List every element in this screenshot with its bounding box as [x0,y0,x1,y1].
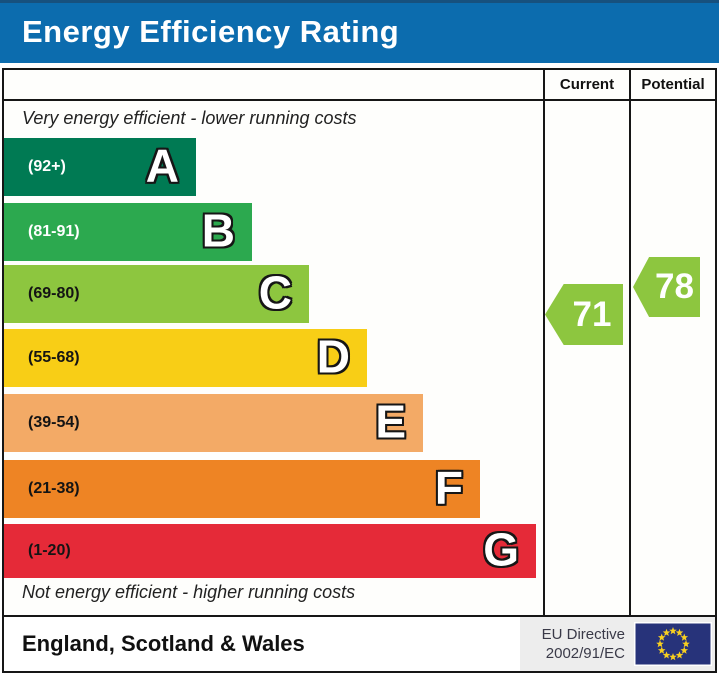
band-range-label: (92+) [28,158,66,175]
band-range-label: (69-80) [28,285,80,302]
band-letter: D [316,330,350,383]
band-letter: C [258,266,292,319]
eu-directive-line2: 2002/91/EC [545,645,625,662]
band-letter: A [145,139,179,192]
eu-flag-icon [634,622,712,666]
potential-column-divider [629,70,631,615]
column-header-current: Current [559,76,615,93]
band-range-label: (21-38) [28,480,80,497]
current-rating-arrow: 71 [545,284,623,345]
current-rating-value: 71 [572,294,612,334]
band-range-label: (81-91) [28,223,80,240]
band-range-label: (39-54) [28,414,80,431]
bottom-note: Not energy efficient - higher running co… [22,582,356,602]
eu-directive-line1: EU Directive [541,626,625,643]
current-column-divider [543,70,545,615]
top-note: Very energy efficient - lower running co… [22,108,357,128]
band-g: (1-20) G [4,523,536,578]
page-title: Energy Efficiency Rating [22,14,400,49]
band-letter: E [375,395,406,448]
band-range-label: (55-68) [28,349,80,366]
band-letter: F [434,461,463,514]
footer-divider [4,615,715,617]
band-b: (81-91) B [4,203,252,261]
potential-rating-arrow: 78 [633,257,700,317]
rating-table: Current Potential Very energy efficient … [2,68,717,673]
region-label: England, Scotland & Wales [22,631,305,656]
band-a: (92+) A [4,138,196,196]
potential-rating-value: 78 [655,267,694,306]
band-d: (55-68) D [4,329,367,387]
band-f: (21-38) F [4,460,480,518]
band-range-label: (1-20) [28,542,71,559]
band-letter: G [483,523,519,576]
band-e: (39-54) E [4,394,423,452]
eu-directive-text: EU Directive 2002/91/EC [542,625,625,663]
band-c: (69-80) C [4,265,309,323]
band-letter: B [201,204,235,257]
footer: England, Scotland & Wales EU Directive 2… [4,617,715,671]
column-header-potential: Potential [641,76,705,93]
title-bar: Energy Efficiency Rating [0,0,719,63]
header-divider [4,99,715,101]
